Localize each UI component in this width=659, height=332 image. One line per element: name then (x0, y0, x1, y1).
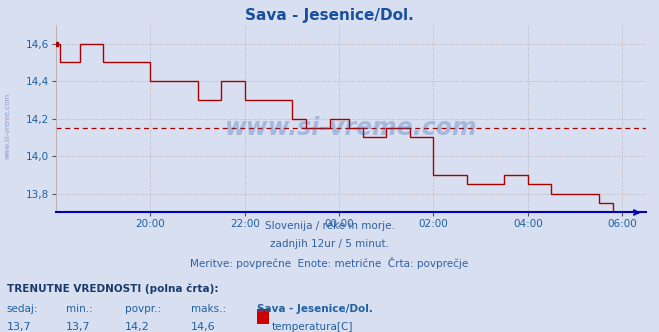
Text: Meritve: povprečne  Enote: metrične  Črta: povprečje: Meritve: povprečne Enote: metrične Črta:… (190, 257, 469, 269)
Text: TRENUTNE VREDNOSTI (polna črta):: TRENUTNE VREDNOSTI (polna črta): (7, 284, 218, 294)
Text: temperatura[C]: temperatura[C] (272, 322, 354, 332)
Text: min.:: min.: (66, 304, 93, 314)
Text: Sava - Jesenice/Dol.: Sava - Jesenice/Dol. (245, 8, 414, 23)
Text: www.si-vreme.com: www.si-vreme.com (5, 93, 11, 159)
Text: 13,7: 13,7 (7, 322, 31, 332)
Text: Sava - Jesenice/Dol.: Sava - Jesenice/Dol. (257, 304, 373, 314)
Text: maks.:: maks.: (191, 304, 226, 314)
Text: 14,2: 14,2 (125, 322, 150, 332)
Text: 13,7: 13,7 (66, 322, 90, 332)
Text: povpr.:: povpr.: (125, 304, 161, 314)
Text: Slovenija / reke in morje.: Slovenija / reke in morje. (264, 221, 395, 231)
Text: 14,6: 14,6 (191, 322, 215, 332)
Text: zadnjih 12ur / 5 minut.: zadnjih 12ur / 5 minut. (270, 239, 389, 249)
Text: sedaj:: sedaj: (7, 304, 38, 314)
Text: www.si-vreme.com: www.si-vreme.com (225, 116, 477, 140)
